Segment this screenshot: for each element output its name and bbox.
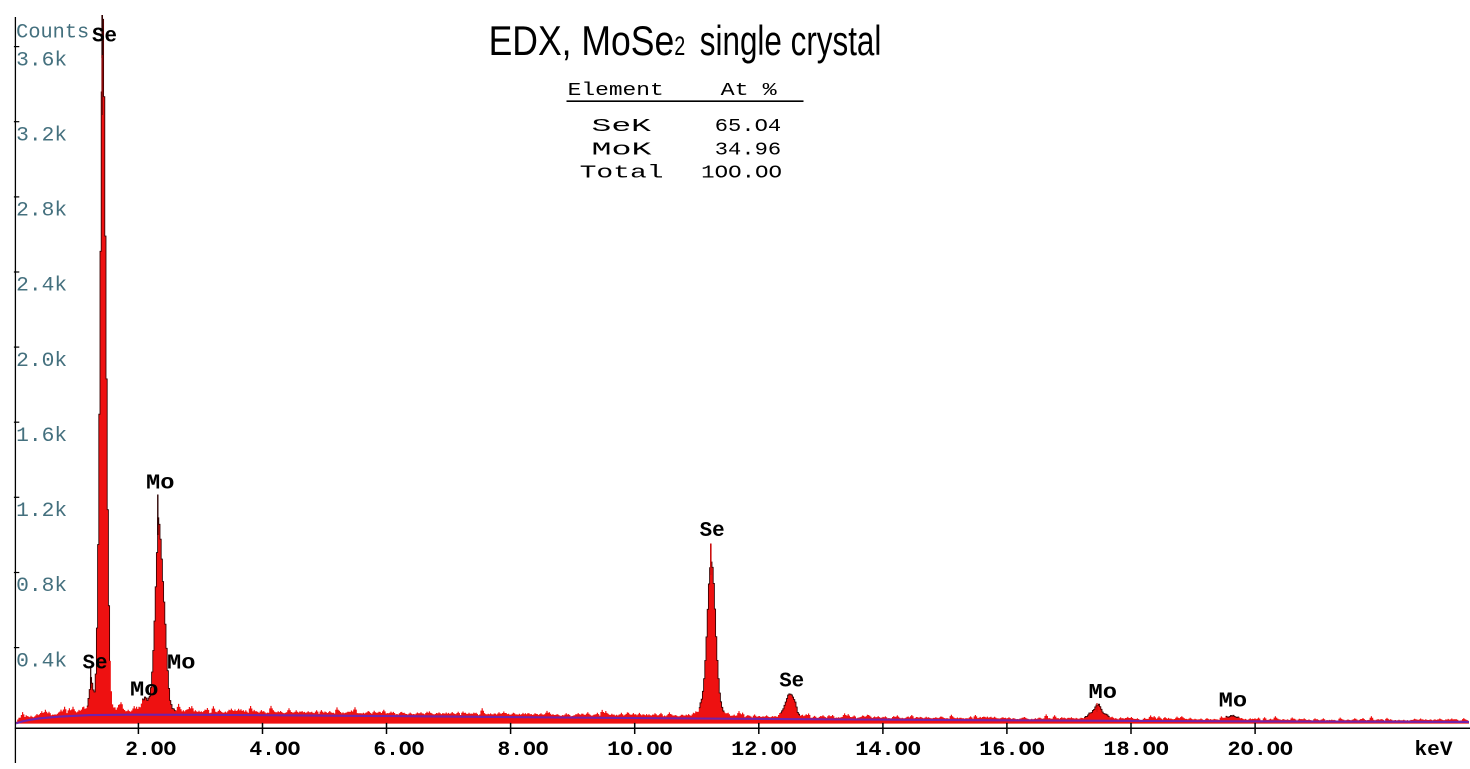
svg-text:single crystal: single crystal <box>700 17 882 64</box>
svg-text:3.2k: 3.2k <box>16 124 67 147</box>
svg-text:Se: Se <box>83 652 108 675</box>
svg-text:Se: Se <box>700 520 725 543</box>
svg-text:12.OO: 12.OO <box>731 739 797 762</box>
svg-text:Mo: Mo <box>1219 691 1248 714</box>
svg-text:2: 2 <box>674 31 685 61</box>
svg-text:6.OO: 6.OO <box>373 739 424 762</box>
svg-text:2.OO: 2.OO <box>125 739 176 762</box>
svg-text:Mo: Mo <box>146 472 175 495</box>
svg-text:1.2k: 1.2k <box>16 500 67 523</box>
svg-text:Mo: Mo <box>167 652 196 675</box>
svg-text:3.6k: 3.6k <box>16 49 67 72</box>
svg-text:0.4k: 0.4k <box>16 650 67 673</box>
svg-text:2.4k: 2.4k <box>16 275 67 298</box>
svg-text:2.0k: 2.0k <box>16 350 67 373</box>
svg-text:1OO.OO: 1OO.OO <box>701 163 782 183</box>
svg-text:18.OO: 18.OO <box>1103 739 1169 762</box>
svg-text:8.OO: 8.OO <box>498 739 549 762</box>
svg-text:2O.OO: 2O.OO <box>1228 739 1294 762</box>
svg-text:keV: keV <box>1415 739 1453 762</box>
svg-text:Element: Element <box>568 81 664 101</box>
svg-text:0.8k: 0.8k <box>16 575 67 598</box>
svg-text:2.8k: 2.8k <box>16 200 67 223</box>
svg-text:Se: Se <box>779 670 804 693</box>
svg-text:65.O4: 65.O4 <box>715 117 781 137</box>
svg-text:Mo: Mo <box>1089 682 1118 705</box>
svg-text:1.6k: 1.6k <box>16 425 67 448</box>
svg-text:1O.OO: 1O.OO <box>607 739 673 762</box>
svg-text:SeK: SeK <box>592 117 652 137</box>
svg-text:MoK: MoK <box>592 140 652 160</box>
svg-text:Mo: Mo <box>130 680 159 703</box>
svg-text:EDX, MoSe: EDX, MoSe <box>489 17 675 64</box>
svg-text:16.OO: 16.OO <box>979 739 1045 762</box>
svg-text:14.OO: 14.OO <box>855 739 921 762</box>
svg-text:Se: Se <box>92 25 117 48</box>
svg-text:4.OO: 4.OO <box>249 739 300 762</box>
svg-text:Total: Total <box>580 163 664 183</box>
svg-text:34.96: 34.96 <box>715 140 781 160</box>
svg-text:Counts: Counts <box>16 22 89 45</box>
svg-text:At %: At % <box>721 81 777 101</box>
